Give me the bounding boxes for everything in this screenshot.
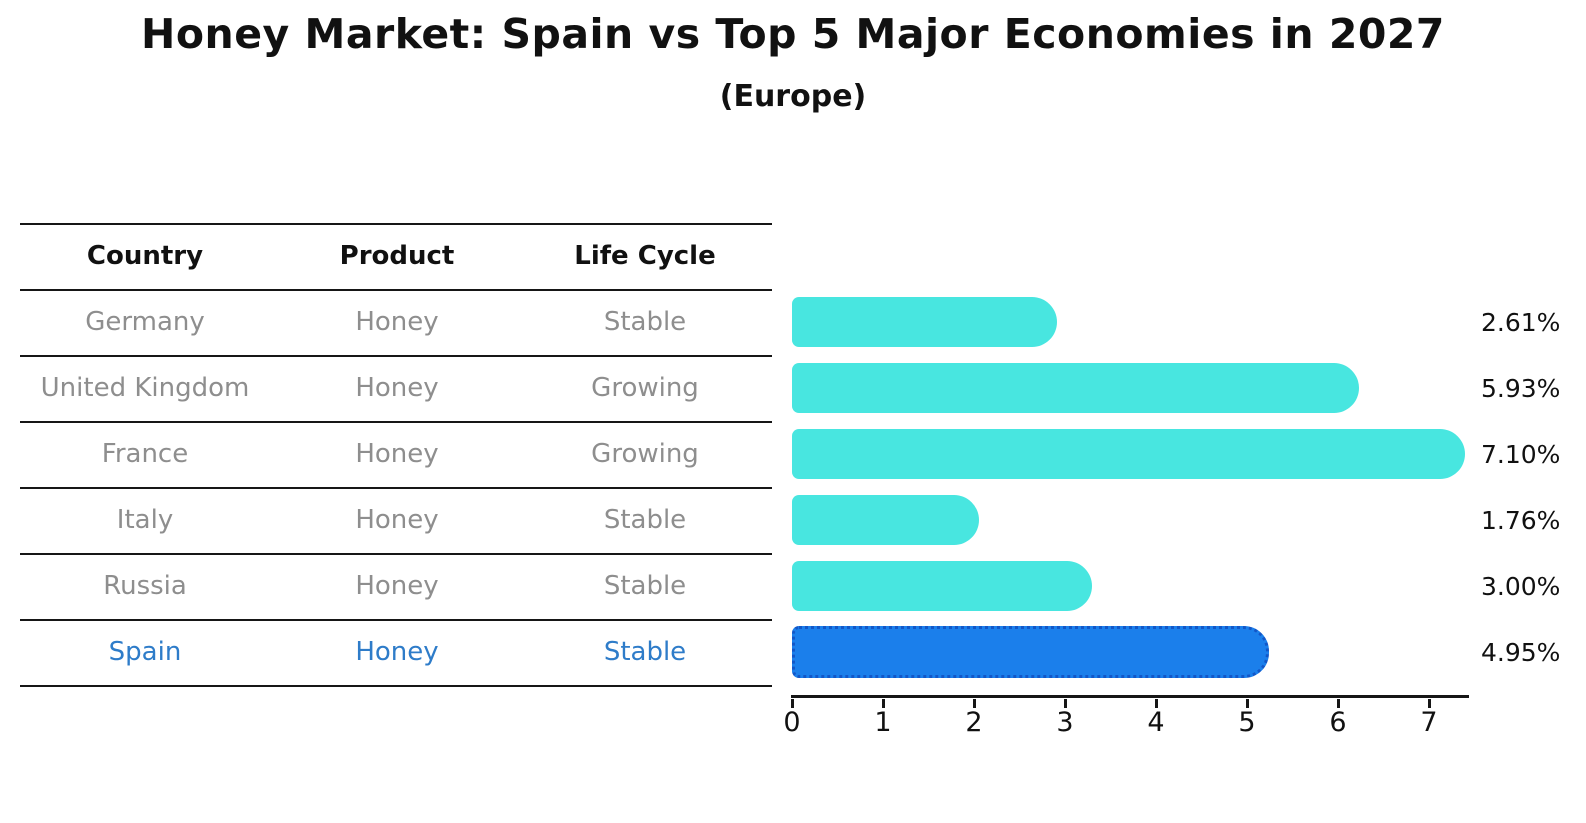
table-rule	[20, 223, 772, 225]
chart-title: Honey Market: Spain vs Top 5 Major Econo…	[141, 10, 1445, 58]
x-axis-tick-label-0: 0	[783, 707, 801, 738]
cell-product-spain: Honey	[355, 637, 439, 667]
value-label-united-kingdom: 5.93%	[1481, 373, 1561, 403]
x-axis-tick-label-3: 3	[1056, 707, 1074, 738]
x-axis-tick-0	[790, 699, 794, 708]
x-axis-tick-label-7: 7	[1420, 707, 1438, 738]
value-label-russia: 3.00%	[1481, 571, 1561, 601]
chart-subtitle: (Europe)	[719, 79, 867, 114]
table-rule	[20, 685, 772, 687]
bar-italy	[792, 495, 980, 545]
table-rule	[20, 289, 772, 291]
cell-product-italy: Honey	[355, 505, 439, 535]
cell-life-cycle-russia: Stable	[603, 571, 687, 601]
cell-country-united-kingdom: United Kingdom	[40, 373, 250, 403]
x-axis-tick-label-5: 5	[1238, 707, 1256, 738]
x-axis-tick-1	[881, 699, 885, 708]
column-header-life-cycle: Life Cycle	[574, 241, 716, 271]
bar-germany	[792, 297, 1057, 347]
x-axis-tick-3	[1063, 699, 1067, 708]
x-axis-tick-2	[972, 699, 976, 708]
cell-life-cycle-france: Growing	[591, 439, 699, 469]
x-axis-tick-5	[1245, 699, 1249, 708]
table-rule	[20, 553, 772, 555]
cell-life-cycle-spain: Stable	[603, 637, 687, 667]
bar-france	[792, 429, 1466, 479]
cell-country-germany: Germany	[85, 307, 205, 337]
cell-country-spain: Spain	[108, 637, 182, 667]
table-rule	[20, 487, 772, 489]
cell-life-cycle-italy: Stable	[603, 505, 687, 535]
x-axis-tick-6	[1336, 699, 1340, 708]
cell-product-russia: Honey	[355, 571, 439, 601]
cell-life-cycle-germany: Stable	[603, 307, 687, 337]
table-rule	[20, 355, 772, 357]
x-axis-tick-4	[1154, 699, 1158, 708]
cell-country-russia: Russia	[103, 571, 187, 601]
bar-spain-highlighted	[792, 626, 1270, 678]
x-axis-tick-label-6: 6	[1329, 707, 1347, 738]
value-label-spain: 4.95%	[1481, 637, 1561, 667]
value-label-france: 7.10%	[1481, 439, 1561, 469]
bar-russia	[792, 561, 1092, 611]
column-header-product: Product	[339, 241, 455, 271]
cell-country-france: France	[101, 439, 189, 469]
cell-country-italy: Italy	[116, 505, 174, 535]
x-axis-line	[791, 695, 1469, 698]
table-rule	[20, 619, 772, 621]
bar-united-kingdom	[792, 363, 1359, 413]
cell-product-united-kingdom: Honey	[355, 373, 439, 403]
value-label-germany: 2.61%	[1481, 307, 1561, 337]
cell-product-france: Honey	[355, 439, 439, 469]
x-axis-tick-7	[1427, 699, 1431, 708]
cell-life-cycle-united-kingdom: Growing	[591, 373, 699, 403]
column-header-country: Country	[86, 241, 204, 271]
x-axis-tick-label-1: 1	[874, 707, 892, 738]
value-label-italy: 1.76%	[1481, 505, 1561, 535]
x-axis-tick-label-4: 4	[1147, 707, 1165, 738]
x-axis-tick-label-2: 2	[965, 707, 983, 738]
cell-product-germany: Honey	[355, 307, 439, 337]
table-rule	[20, 421, 772, 423]
